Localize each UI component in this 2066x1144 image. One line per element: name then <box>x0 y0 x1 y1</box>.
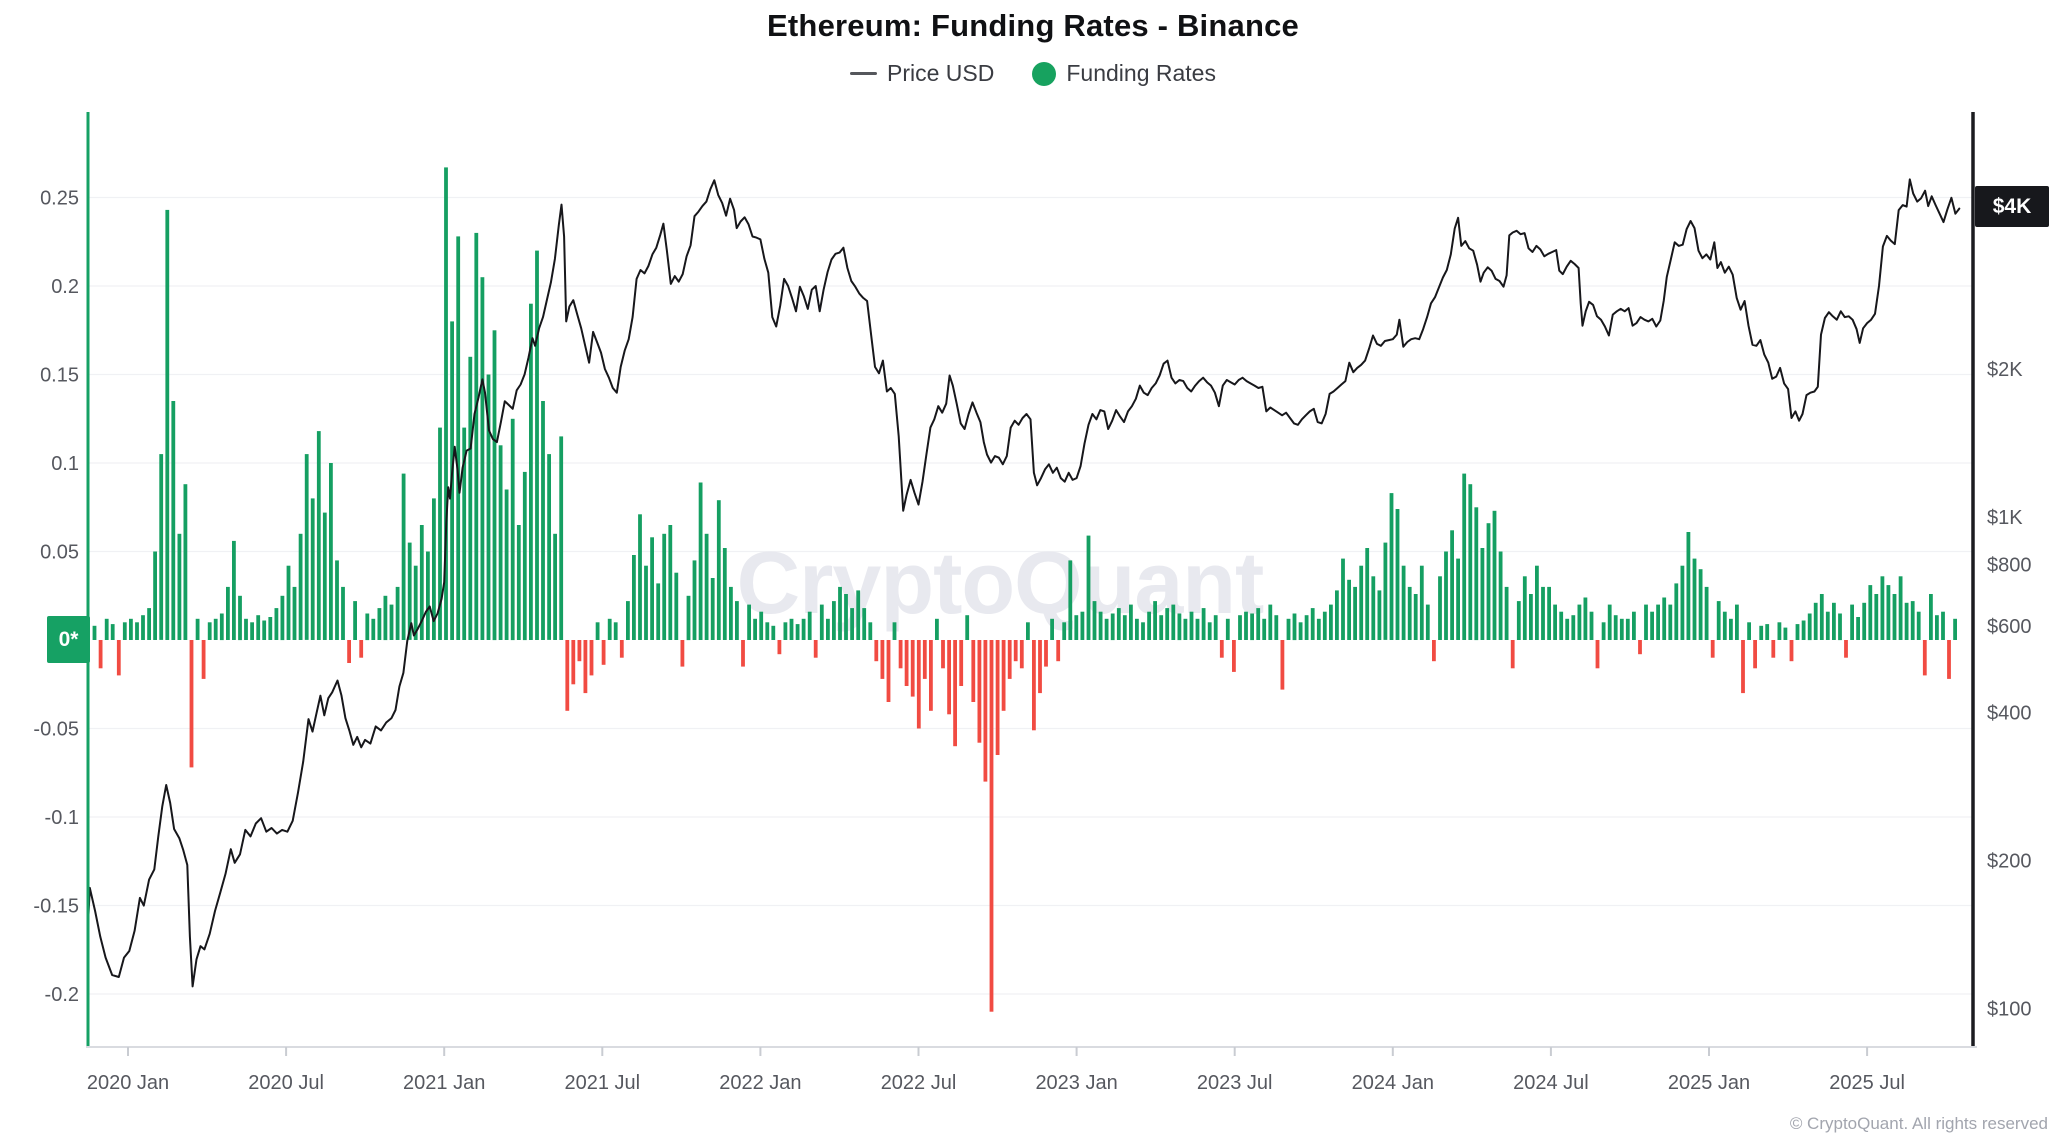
svg-text:2025 Jul: 2025 Jul <box>1829 1072 1905 1094</box>
svg-text:$800: $800 <box>1987 555 2032 577</box>
svg-text:0.05: 0.05 <box>40 542 79 564</box>
svg-text:0.15: 0.15 <box>40 365 79 387</box>
right-axis-labels: $2K $1K $800 $600 $400 $200 $100 <box>1987 359 2032 1021</box>
watermark: CryptoQuant <box>737 533 1264 632</box>
legend-label-price: Price USD <box>887 60 995 86</box>
funding-bars <box>92 167 1957 1012</box>
chart-legend: Price USD Funding Rates <box>0 60 2066 87</box>
svg-text:$100: $100 <box>1987 999 2032 1021</box>
price-line-marker-icon <box>850 72 878 75</box>
price-line <box>87 178 1961 988</box>
svg-text:$2K: $2K <box>1987 359 2023 381</box>
svg-text:2023 Jul: 2023 Jul <box>1197 1072 1273 1094</box>
legend-label-funding: Funding Rates <box>1066 60 1216 86</box>
svg-text:-0.05: -0.05 <box>33 719 79 741</box>
svg-text:0.25: 0.25 <box>40 188 79 210</box>
svg-text:2021 Jan: 2021 Jan <box>403 1072 485 1094</box>
legend-item-funding[interactable]: Funding Rates <box>1032 60 1216 87</box>
x-axis-ticks: 2020 Jan 2020 Jul 2021 Jan 2021 Jul 2022 Jan… <box>87 1047 1905 1094</box>
copyright-notice: © CryptoQuant. All rights reserved <box>1789 1114 2048 1133</box>
svg-text:2024 Jul: 2024 Jul <box>1513 1072 1589 1094</box>
svg-text:2020 Jan: 2020 Jan <box>87 1072 169 1094</box>
chart-title: Ethereum: Funding Rates - Binance <box>767 8 1299 43</box>
svg-text:2023 Jan: 2023 Jan <box>1035 1072 1117 1094</box>
last-price-badge: $4K <box>1975 186 2049 227</box>
svg-text:2022 Jan: 2022 Jan <box>719 1072 801 1094</box>
svg-text:2024 Jan: 2024 Jan <box>1352 1072 1434 1094</box>
zero-axis-badge: 0* <box>47 616 90 663</box>
svg-text:0.1: 0.1 <box>51 453 79 475</box>
axis-lines <box>86 112 1977 1048</box>
funding-dot-marker-icon <box>1032 61 1057 86</box>
left-axis-labels: 0.25 0.2 0.15 0.1 0.05 -0.05 -0.1 -0.15 -0.2 <box>33 188 79 1007</box>
svg-text:$400: $400 <box>1987 703 2032 725</box>
svg-text:-0.1: -0.1 <box>45 807 79 829</box>
svg-text:2021 Jul: 2021 Jul <box>564 1072 640 1094</box>
svg-text:2025 Jan: 2025 Jan <box>1668 1072 1750 1094</box>
svg-text:$1K: $1K <box>1987 507 2023 529</box>
legend-item-price[interactable]: Price USD <box>850 60 994 87</box>
svg-text:0.2: 0.2 <box>51 276 79 298</box>
svg-text:2022 Jul: 2022 Jul <box>881 1072 957 1094</box>
svg-text:$200: $200 <box>1987 851 2032 873</box>
svg-text:-0.15: -0.15 <box>33 896 79 918</box>
svg-text:$600: $600 <box>1987 616 2032 638</box>
svg-text:2020 Jul: 2020 Jul <box>248 1072 324 1094</box>
svg-text:-0.2: -0.2 <box>45 984 79 1006</box>
